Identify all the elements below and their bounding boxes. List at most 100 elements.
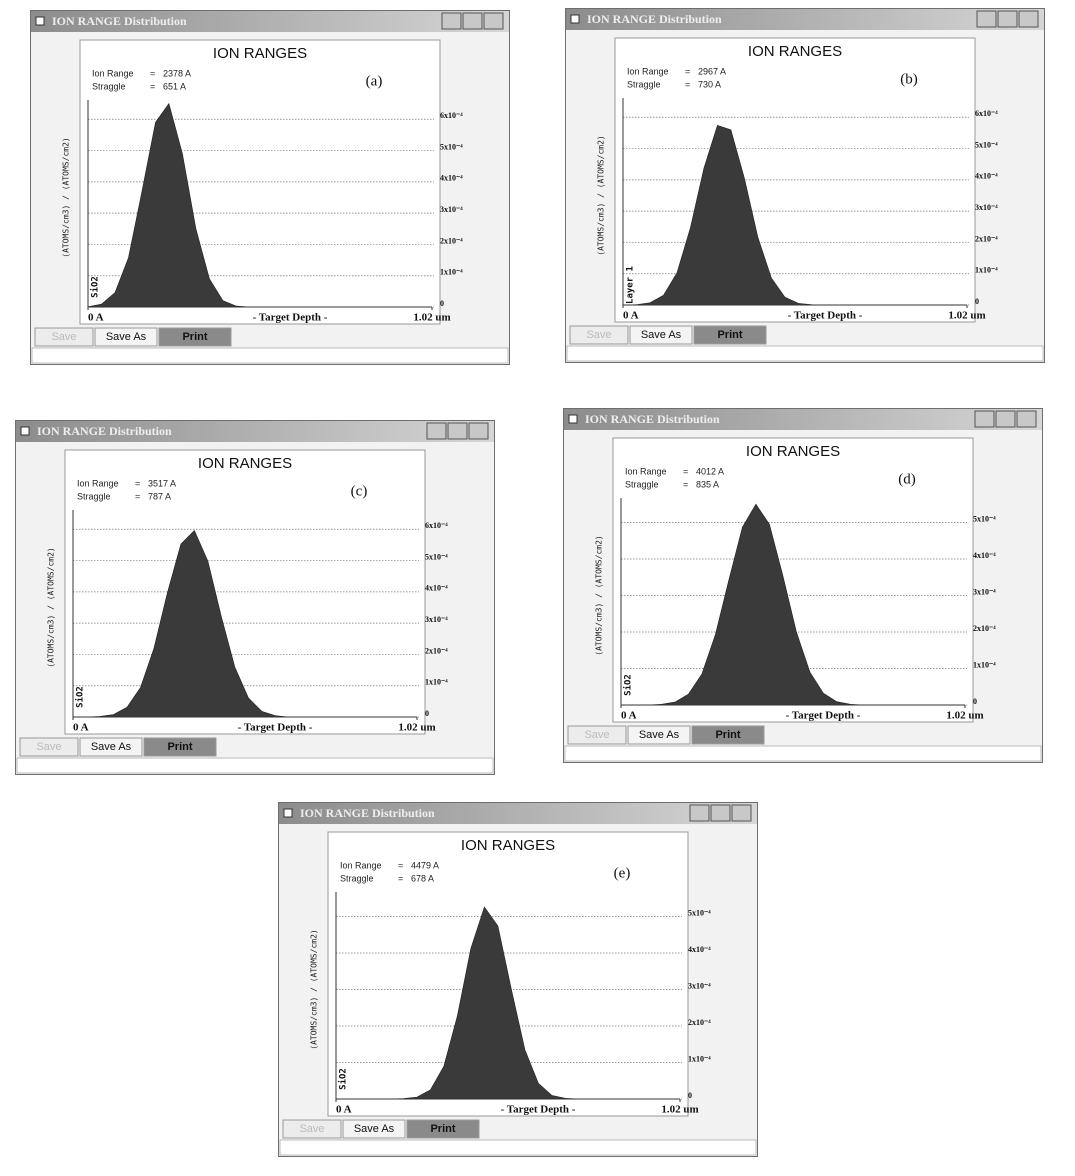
y-tick-label: 0 — [973, 697, 977, 706]
y-tick-label: 3x10⁻⁴ — [688, 981, 711, 990]
y-tick-label: 1x10⁻⁴ — [688, 1054, 711, 1063]
button-label: Print — [182, 331, 207, 343]
window-icon — [571, 15, 579, 23]
x-axis-title: - Target Depth - — [501, 1104, 576, 1116]
minimize-button[interactable] — [977, 11, 996, 27]
y-tick-label: 5x10⁻⁴ — [975, 140, 998, 149]
maximize-button[interactable] — [463, 13, 482, 29]
maximize-button[interactable] — [448, 423, 467, 439]
x-axis-title: - Target Depth - — [788, 310, 863, 322]
y-tick-label: 3x10⁻⁴ — [973, 587, 996, 596]
panel-label: (b) — [900, 71, 918, 87]
y-tick-label: 1x10⁻⁴ — [440, 268, 463, 277]
close-button[interactable] — [484, 13, 503, 29]
y-tick-label: 1x10⁻⁴ — [425, 678, 448, 687]
x-tick-label: 1.02 um — [946, 710, 983, 722]
stat-value: 3517 A — [148, 478, 176, 488]
minimize-button[interactable] — [427, 423, 446, 439]
window-title: ION RANGE Distribution — [52, 14, 187, 28]
chart-title: ION RANGES — [213, 45, 307, 62]
minimize-button[interactable] — [442, 13, 461, 29]
y-tick-label: 5x10⁻⁴ — [688, 908, 711, 917]
stat-label: Ion Range — [77, 478, 119, 488]
layer-label: Layer 1 — [626, 266, 636, 304]
y-tick-label: 0 — [440, 299, 444, 308]
window-icon — [569, 415, 577, 423]
y-tick-label: 5x10⁻⁴ — [440, 142, 463, 151]
button-label: Save As — [106, 331, 147, 343]
button-label: Save — [36, 741, 61, 753]
maximize-button[interactable] — [996, 411, 1015, 427]
close-button[interactable] — [1019, 11, 1038, 27]
x-tick-label: 0 A — [336, 1104, 352, 1116]
button-label: Save As — [354, 1123, 395, 1135]
stat-value: 678 A — [411, 873, 434, 883]
stat-value: 835 A — [696, 479, 719, 489]
close-button[interactable] — [1017, 411, 1036, 427]
status-strip — [17, 758, 493, 773]
stat-value: 2967 A — [698, 66, 726, 76]
layer-label: SiO2 — [75, 686, 86, 708]
status-strip — [567, 346, 1043, 361]
y-tick-label: 1x10⁻⁴ — [973, 660, 996, 669]
x-tick-label: 1.02 um — [413, 312, 450, 324]
button-label: Print — [717, 329, 742, 341]
y-tick-label: 3x10⁻⁴ — [425, 615, 448, 624]
stat-label: Straggle — [340, 873, 374, 883]
y-tick-label: 2x10⁻⁴ — [973, 624, 996, 633]
y-axis-title: (ATOMS/cm3) / (ATOMS/cm2) — [62, 137, 71, 257]
y-tick-label: 4x10⁻⁴ — [975, 172, 998, 181]
window-title: ION RANGE Distribution — [585, 412, 720, 426]
y-tick-label: 1x10⁻⁴ — [975, 266, 998, 275]
y-axis-title: (ATOMS/cm3) / (ATOMS/cm2) — [310, 929, 319, 1049]
x-tick-label: 1.02 um — [948, 310, 985, 322]
button-label: Save As — [91, 741, 132, 753]
stat-label: Ion Range — [625, 466, 667, 476]
stat-label: Straggle — [92, 81, 126, 91]
y-tick-label: 3x10⁻⁴ — [440, 205, 463, 214]
close-button[interactable] — [732, 805, 751, 821]
window: ION RANGE DistributionION RANGESIon Rang… — [16, 421, 495, 775]
window-title: ION RANGE Distribution — [587, 12, 722, 26]
button-label: Save As — [641, 329, 682, 341]
stat-label: Ion Range — [627, 66, 669, 76]
stat-separator: = — [683, 479, 688, 489]
y-axis-title: (ATOMS/cm3) / (ATOMS/cm2) — [597, 135, 606, 255]
layer-label: SiO2 — [338, 1068, 349, 1090]
y-tick-label: 0 — [688, 1091, 692, 1100]
minimize-button[interactable] — [690, 805, 709, 821]
status-strip — [32, 348, 508, 363]
button-label: Save — [51, 331, 76, 343]
stat-label: Ion Range — [340, 860, 382, 870]
layer-label: SiO2 — [623, 674, 634, 696]
x-tick-label: 1.02 um — [661, 1104, 698, 1116]
x-tick-label: 0 A — [88, 312, 104, 324]
maximize-button[interactable] — [711, 805, 730, 821]
y-tick-label: 6x10⁻⁴ — [440, 111, 463, 120]
window-title: ION RANGE Distribution — [37, 424, 172, 438]
panel-label: (a) — [366, 73, 383, 89]
maximize-button[interactable] — [998, 11, 1017, 27]
page: ION RANGE Distribution ION RANGES Ion Rang… — [0, 0, 1075, 1176]
panel-label: (e) — [614, 865, 631, 881]
stat-label: Straggle — [77, 491, 111, 501]
stat-value: 4479 A — [411, 860, 439, 870]
stat-value: 651 A — [163, 81, 186, 91]
stat-value: 2378 A — [163, 68, 191, 78]
stat-value: 787 A — [148, 491, 171, 501]
x-tick-label: 0 A — [621, 710, 637, 722]
minimize-button[interactable] — [975, 411, 994, 427]
y-tick-label: 6x10⁻⁴ — [975, 109, 998, 118]
panel-label: (d) — [898, 471, 916, 487]
stat-separator: = — [398, 860, 403, 870]
button-label: Print — [715, 729, 740, 741]
close-button[interactable] — [469, 423, 488, 439]
button-label: Save As — [639, 729, 680, 741]
y-tick-label: 2x10⁻⁴ — [425, 646, 448, 655]
button-label: Print — [430, 1123, 455, 1135]
y-tick-label: 4x10⁻⁴ — [973, 551, 996, 560]
window-icon — [284, 809, 292, 817]
x-axis-title: - Target Depth - — [253, 312, 328, 324]
